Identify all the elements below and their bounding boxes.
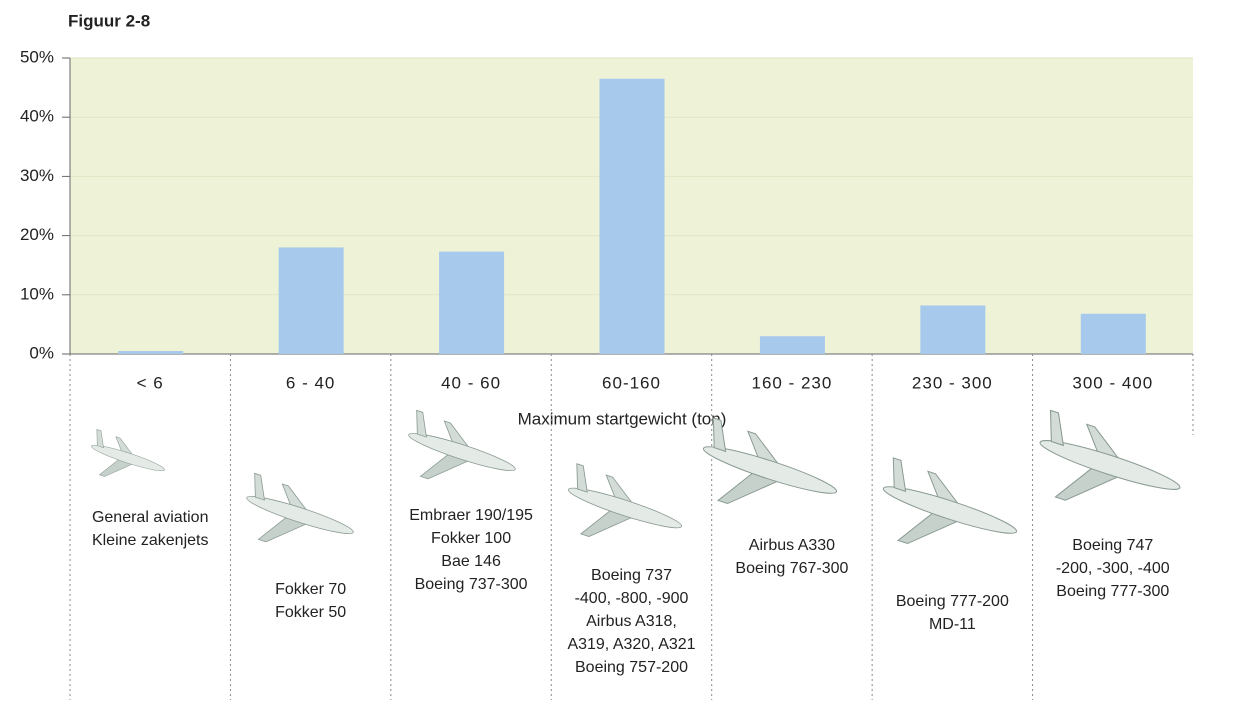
aircraft-label: General aviation bbox=[92, 509, 209, 526]
bar bbox=[920, 305, 986, 354]
tail bbox=[576, 463, 588, 493]
chart-title: Figuur 2-8 bbox=[68, 11, 150, 30]
aircraft-label: Boeing 737 bbox=[591, 567, 672, 584]
aircraft-label: MD-11 bbox=[929, 616, 976, 633]
fuselage bbox=[1039, 440, 1181, 490]
y-tick-label: 40% bbox=[20, 107, 54, 126]
x-tick-label: < 6 bbox=[137, 373, 164, 392]
aircraft-label: -400, -800, -900 bbox=[575, 590, 689, 607]
aircraft-label: Fokker 70 bbox=[275, 581, 346, 598]
x-tick-label: 300 - 400 bbox=[1072, 373, 1153, 392]
tail bbox=[892, 457, 907, 493]
aircraft-label: Bae 146 bbox=[441, 553, 501, 570]
x-tick-label: 160 - 230 bbox=[752, 373, 833, 392]
tail bbox=[96, 428, 104, 449]
y-tick-label: 20% bbox=[20, 225, 54, 244]
fuselage bbox=[91, 444, 165, 472]
y-tick-label: 30% bbox=[20, 166, 54, 185]
y-tick-label: 10% bbox=[20, 284, 54, 303]
aircraft-label: Boeing 777-300 bbox=[1056, 583, 1169, 600]
y-tick-label: 0% bbox=[29, 343, 54, 362]
x-tick-label: 40 - 60 bbox=[441, 373, 501, 392]
aircraft-label: A319, A320, A321 bbox=[567, 636, 695, 653]
tail bbox=[1049, 409, 1065, 447]
aircraft-label: Embraer 190/195 bbox=[409, 507, 533, 524]
fuselage bbox=[882, 486, 1018, 534]
fuselage bbox=[246, 495, 354, 535]
airplane-icon bbox=[882, 457, 1018, 545]
airplane-icon bbox=[408, 409, 516, 480]
airplane-icon bbox=[702, 417, 838, 505]
tail bbox=[712, 417, 727, 453]
aircraft-label: Fokker 50 bbox=[275, 604, 346, 621]
bar bbox=[278, 247, 344, 354]
fuselage bbox=[408, 432, 516, 472]
aircraft-label: Fokker 100 bbox=[431, 530, 511, 547]
y-tick-label: 50% bbox=[20, 47, 54, 66]
bar bbox=[439, 251, 505, 354]
aircraft-label: Airbus A318, bbox=[586, 613, 677, 630]
airplane-icon bbox=[567, 463, 683, 537]
x-tick-label: 60-160 bbox=[602, 373, 661, 392]
aircraft-label: Airbus A330 bbox=[749, 537, 835, 554]
bar bbox=[759, 336, 825, 354]
fuselage bbox=[702, 446, 838, 494]
tail bbox=[254, 472, 265, 501]
bar bbox=[599, 78, 665, 354]
fuselage bbox=[567, 487, 683, 529]
x-tick-label: 230 - 300 bbox=[912, 373, 993, 392]
airplane-icon bbox=[1039, 409, 1181, 501]
aircraft-label: Boeing 777-200 bbox=[896, 593, 1009, 610]
tail bbox=[416, 409, 427, 438]
aircraft-label: Boeing 767-300 bbox=[735, 560, 848, 577]
airplane-icon bbox=[91, 428, 165, 477]
aircraft-label: Boeing 757-200 bbox=[575, 659, 688, 676]
aircraft-label: Kleine zakenjets bbox=[92, 532, 209, 549]
airplane-icon bbox=[246, 472, 354, 543]
x-axis-label: Maximum startgewicht (ton) bbox=[518, 409, 727, 428]
aircraft-label: Boeing 737-300 bbox=[415, 576, 528, 593]
bar bbox=[118, 351, 184, 354]
x-tick-label: 6 - 40 bbox=[286, 373, 335, 392]
aircraft-label: Boeing 747 bbox=[1072, 537, 1153, 554]
aircraft-label: -200, -300, -400 bbox=[1056, 560, 1170, 577]
bar bbox=[1080, 313, 1146, 354]
